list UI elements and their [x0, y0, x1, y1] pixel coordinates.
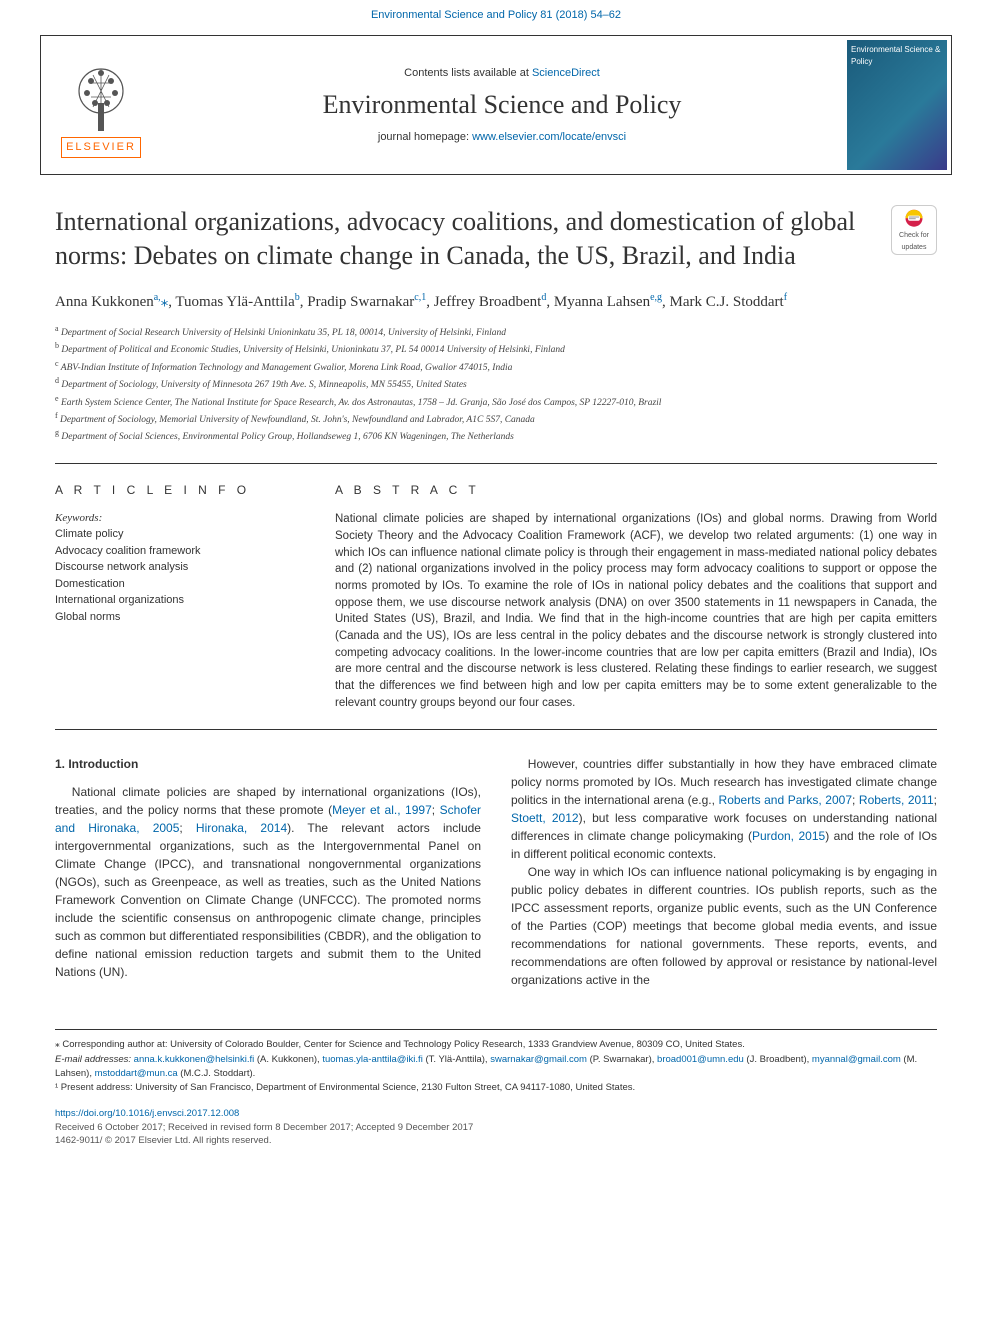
abstract-text: National climate policies are shaped by … — [335, 511, 937, 711]
citation-link[interactable]: Hironaka, 2014 — [196, 821, 287, 835]
masthead: ELSEVIER Contents lists available at Sci… — [40, 35, 952, 175]
masthead-center: Contents lists available at ScienceDirec… — [161, 66, 843, 145]
affiliation-line: b Department of Political and Economic S… — [55, 340, 937, 357]
journal-name: Environmental Science and Policy — [161, 87, 843, 123]
citation-link[interactable]: Purdon, 2015 — [752, 829, 825, 843]
affiliation-line: g Department of Social Sciences, Environ… — [55, 427, 937, 444]
citation-link[interactable]: Stoett, 2012 — [511, 811, 579, 825]
journal-cover-thumb: Environmental Science & Policy — [847, 40, 947, 170]
affiliations: a Department of Social Research Universi… — [55, 323, 937, 445]
present-address-note: ¹ Present address: University of San Fra… — [55, 1081, 937, 1095]
citation-link[interactable]: Roberts, 2011 — [859, 793, 934, 807]
section-heading: 1. Introduction — [55, 755, 481, 773]
footnotes: ⁎ Corresponding author at: University of… — [55, 1029, 937, 1095]
keywords-list: Climate policyAdvocacy coalition framewo… — [55, 526, 295, 625]
divider — [55, 463, 937, 464]
received-dates: Received 6 October 2017; Received in rev… — [55, 1122, 473, 1133]
affiliation-line: a Department of Social Research Universi… — [55, 323, 937, 340]
citation-link[interactable]: Roberts and Parks, 2007 — [719, 793, 852, 807]
doi-block: https://doi.org/10.1016/j.envsci.2017.12… — [55, 1107, 937, 1147]
copyright-line: 1462-9011/ © 2017 Elsevier Ltd. All righ… — [55, 1135, 271, 1146]
article-info-head: A R T I C L E I N F O — [55, 482, 295, 499]
keyword-item: Advocacy coalition framework — [55, 543, 295, 560]
email-link[interactable]: swarnakar@gmail.com — [490, 1054, 587, 1065]
email-link[interactable]: mstoddart@mun.ca — [95, 1068, 178, 1079]
publisher-name: ELSEVIER — [61, 137, 141, 158]
email-link[interactable]: anna.k.kukkonen@helsinki.fi — [134, 1054, 255, 1065]
corresponding-author-note: ⁎ Corresponding author at: University of… — [55, 1038, 937, 1052]
crossmark-line1: Check for — [899, 231, 929, 241]
affiliation-line: d Department of Sociology, University of… — [55, 375, 937, 392]
abstract-head: A B S T R A C T — [335, 482, 937, 499]
crossmark-badge[interactable]: Check for updates — [891, 205, 937, 255]
email-link[interactable]: broad001@umn.edu — [657, 1054, 744, 1065]
authors-line: Anna Kukkonena,⁎, Tuomas Ylä-Anttilab, P… — [55, 291, 937, 313]
keyword-item: International organizations — [55, 592, 295, 609]
journal-issue-line: Environmental Science and Policy 81 (201… — [0, 0, 992, 27]
homepage-link[interactable]: www.elsevier.com/locate/envsci — [472, 131, 626, 143]
affiliation-line: f Department of Sociology, Memorial Univ… — [55, 410, 937, 427]
article-title: International organizations, advocacy co… — [55, 205, 871, 273]
email-line: E-mail addresses: anna.k.kukkonen@helsin… — [55, 1053, 937, 1082]
divider — [55, 729, 937, 730]
publisher-logo: ELSEVIER — [41, 36, 161, 174]
journal-issue-link[interactable]: Environmental Science and Policy 81 (201… — [371, 9, 621, 21]
body-paragraph: However, countries differ substantially … — [511, 755, 937, 863]
email-link[interactable]: tuomas.yla-anttila@iki.fi — [322, 1054, 422, 1065]
crossmark-line2: updates — [902, 243, 927, 253]
body-text: 1. Introduction National climate policie… — [55, 755, 937, 989]
crossmark-icon — [903, 208, 925, 228]
affiliation-line: e Earth System Science Center, The Natio… — [55, 393, 937, 410]
sciencedirect-link[interactable]: ScienceDirect — [532, 67, 600, 79]
affiliation-line: c ABV-Indian Institute of Information Te… — [55, 358, 937, 375]
contents-line: Contents lists available at ScienceDirec… — [161, 66, 843, 81]
email-label: E-mail addresses: — [55, 1054, 134, 1065]
journal-homepage: journal homepage: www.elsevier.com/locat… — [161, 130, 843, 145]
keyword-item: Global norms — [55, 609, 295, 626]
elsevier-tree-icon — [71, 53, 131, 133]
keywords-label: Keywords: — [55, 511, 295, 526]
keyword-item: Climate policy — [55, 526, 295, 543]
homepage-prefix: journal homepage: — [378, 131, 472, 143]
citation-link[interactable]: Meyer et al., 1997 — [332, 803, 432, 817]
contents-prefix: Contents lists available at — [404, 67, 532, 79]
keyword-item: Domestication — [55, 576, 295, 593]
body-paragraph: National climate policies are shaped by … — [55, 783, 481, 981]
cover-label: Environmental Science & Policy — [851, 45, 940, 65]
keyword-item: Discourse network analysis — [55, 559, 295, 576]
body-paragraph: One way in which IOs can influence natio… — [511, 863, 937, 989]
email-link[interactable]: myannal@gmail.com — [812, 1054, 901, 1065]
doi-link[interactable]: https://doi.org/10.1016/j.envsci.2017.12… — [55, 1108, 239, 1119]
